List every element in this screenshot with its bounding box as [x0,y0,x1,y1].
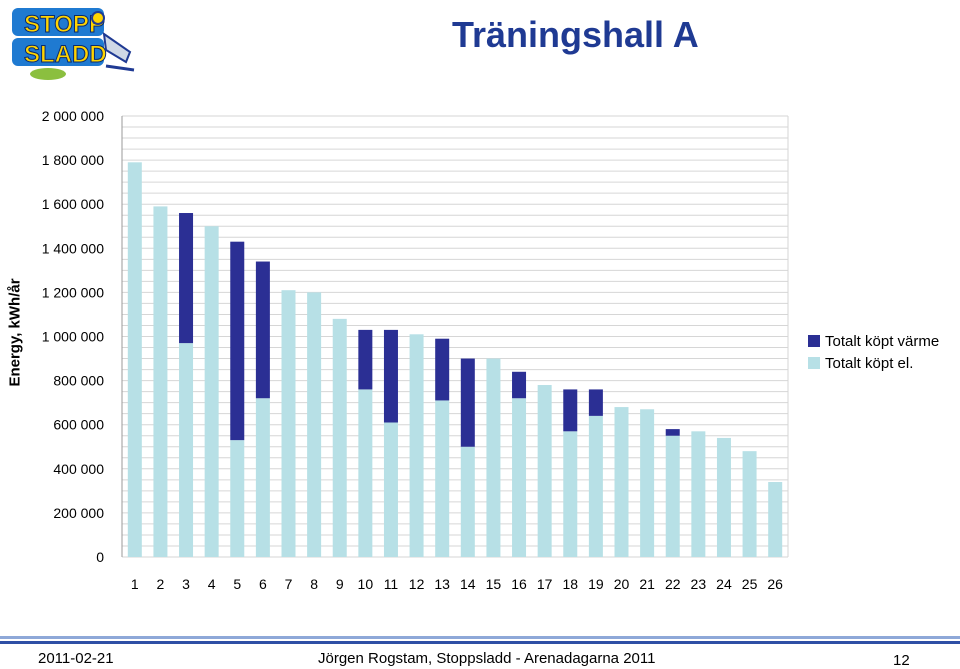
y-tick-label: 0 [96,549,104,565]
x-tick-label: 13 [434,576,450,592]
x-tick-label: 17 [537,576,553,592]
x-tick-label: 2 [157,576,165,592]
bar-el-16 [512,398,527,557]
bar-el-23 [691,431,706,557]
bar-el-25 [742,451,757,557]
x-tick-label: 16 [511,576,527,592]
bar-el-19 [588,415,603,557]
bar-el-14 [460,446,475,557]
bar-el-24 [716,437,731,557]
legend-swatch-varme [808,335,820,347]
y-tick-label: 600 000 [53,417,104,433]
bar-el-5 [230,440,245,557]
bar-el-17 [537,385,552,557]
bar-el-18 [563,431,578,557]
x-tick-label: 8 [310,576,318,592]
bar-varme-6 [255,261,270,399]
bar-el-21 [640,409,655,557]
bar-el-13 [435,400,450,557]
x-tick-label: 11 [384,576,399,592]
x-tick-label: 4 [208,576,216,592]
bar-el-6 [255,398,270,557]
legend-item-varme: Totalt köpt värme [808,330,939,352]
x-tick-label: 21 [639,576,655,592]
puck-icon [30,68,66,80]
x-tick-label: 24 [716,576,732,592]
page-title: Träningshall A [452,14,699,55]
x-tick-labels: 1 2 3 4 5 6 7 8 9 10 11 12 13 14 15 16 17 18 19 20 21 22 23 24 2… [131,576,783,592]
y-tick-label: 1 400 000 [42,240,104,256]
legend-label-varme: Totalt köpt värme [825,332,940,350]
y-tick-label: 400 000 [53,461,104,477]
x-tick-label: 5 [233,576,241,592]
bar-el-9 [332,318,347,557]
y-tick-label: 1 800 000 [42,152,104,168]
skate-icon [102,31,132,64]
stoppsladd-logo: STOPP SLADD [8,4,138,84]
legend-swatch-el [808,357,820,369]
footer-presenter: Jörgen Rogstam, Stoppsladd - Arenadagarn… [318,650,656,667]
bar-varme-11 [383,329,398,423]
chart-bars [127,162,783,557]
footer-date: 2011-02-21 [38,650,114,667]
x-tick-label: 10 [358,576,374,592]
chart-legend: Totalt köpt värme Totalt köpt el. [808,330,939,374]
y-tick-label: 1 000 000 [42,329,104,345]
bar-el-1 [127,162,142,557]
bar-el-11 [383,422,398,557]
x-tick-label: 18 [562,576,578,592]
logo-word-sladd: SLADD [24,41,107,68]
x-tick-label: 19 [588,576,604,592]
bar-el-3 [179,343,194,557]
x-tick-label: 26 [767,576,783,592]
bar-el-2 [153,206,168,557]
x-tick-label: 3 [182,576,190,592]
y-tick-label: 1 600 000 [42,196,104,212]
y-tick-label: 1 200 000 [42,284,104,300]
x-tick-label: 9 [336,576,344,592]
plug-icon [91,11,105,25]
bar-el-15 [486,358,501,557]
footer-divider [0,636,960,644]
bar-varme-22 [665,429,680,436]
x-tick-label: 14 [460,576,476,592]
y-tick-label: 2 000 000 [42,108,104,124]
x-tick-label: 7 [285,576,293,592]
x-tick-label: 22 [665,576,681,592]
page-number: 12 [893,652,910,669]
bar-varme-3 [179,213,194,344]
bar-el-12 [409,334,424,557]
bar-varme-19 [588,389,603,416]
x-tick-label: 1 [131,576,139,592]
x-tick-label: 20 [614,576,630,592]
bar-varme-5 [230,241,245,441]
x-tick-label: 12 [409,576,425,592]
chart-gridlines [121,115,789,558]
energy-bar-chart: 0 200 000 400 000 600 000 800 000 1 000 000 1 … [42,108,789,592]
legend-item-el: Totalt köpt el. [808,352,939,374]
x-tick-label: 25 [742,576,758,592]
bar-el-8 [307,292,322,557]
x-tick-label: 23 [691,576,707,592]
bar-el-20 [614,407,629,557]
x-tick-label: 6 [259,576,267,592]
y-tick-label: 800 000 [53,373,104,389]
bar-el-7 [281,290,296,557]
bar-varme-16 [512,371,527,399]
bar-el-10 [358,389,373,557]
bar-el-4 [204,226,219,557]
bar-varme-13 [435,338,450,401]
legend-label-el: Totalt köpt el. [825,354,914,372]
y-tick-label: 200 000 [53,505,104,521]
bar-varme-18 [563,389,578,432]
bar-el-26 [768,482,783,557]
bar-varme-14 [460,358,475,447]
x-tick-label: 15 [486,576,502,592]
bar-el-22 [665,435,680,557]
y-tick-labels: 0 200 000 400 000 600 000 800 000 1 000 000 1 … [42,108,105,565]
bar-varme-10 [358,329,373,390]
